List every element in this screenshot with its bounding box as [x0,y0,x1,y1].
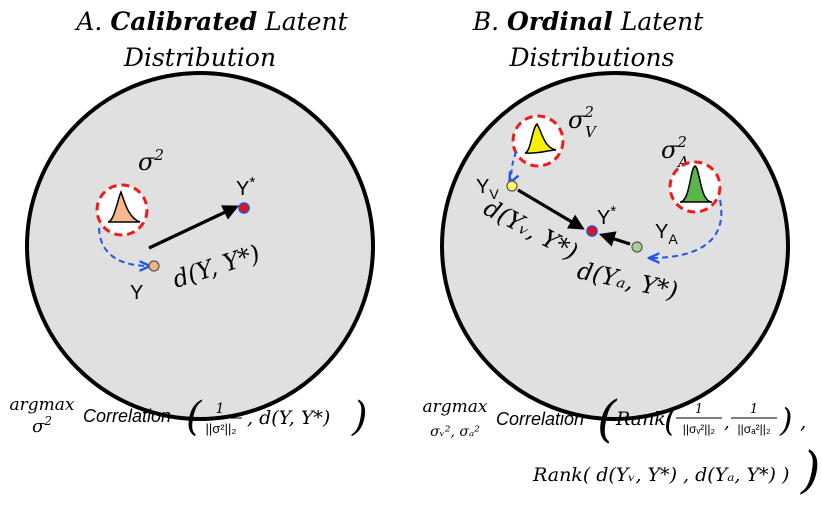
frac-num-a: 1 [216,401,225,417]
argmax-subscript-a: σ2 [32,414,52,437]
point-ystar-a-label: Y* [236,174,255,200]
correlation-label-b: Correlation [496,409,584,429]
distance-arrow-a2 [598,231,631,247]
frac2-num-b: 1 [750,402,758,417]
argmax-label-a: argmax [10,395,75,415]
frac1-num-b: 1 [695,402,703,417]
argmax-label-b: argmax [423,397,488,417]
yellow-distribution-icon [524,122,557,154]
panel-a-title-line2: Distribution [123,43,276,72]
orange-distribution-icon [107,190,141,223]
panel-b-title-line1: B. Ordinal Latent [472,7,704,36]
distance-arrow-v [517,188,585,230]
point-yv-label: YV [476,176,499,202]
frac-den-a: ||σ²||₂ [206,421,237,436]
distance-arrow-a [148,205,239,250]
paren-open-a: ( [186,394,203,440]
formula-arg2-a: , d(Y, Y*) [247,407,330,429]
paren-close-a: ) [351,394,368,440]
formula-b: argmax σᵥ², σₐ² Correlation ( Rank ( 1 |… [423,390,821,499]
panel-a-title-line1: A. Calibrated Latent [74,7,348,36]
paren-open-b: ( [597,390,618,448]
correlation-label-a: Correlation [83,406,171,426]
point-ya-label: YA [655,221,678,247]
rank-paren-close: ) [779,401,792,439]
projection-arrow-a2 [650,199,723,258]
rank-paren-open: ( [664,401,678,439]
sigma-v-label: σ2 V [568,103,598,141]
sigma-squared-label: σ2 [138,146,164,176]
formula-a: argmax σ2 Correlation ( 1 ||σ²||₂ , d(Y,… [10,394,368,440]
point-ystar-a [238,202,250,214]
green-distribution-icon [679,165,713,203]
argmax-subscript-b: σᵥ², σₐ² [430,424,480,440]
point-yv [506,180,518,192]
panel-a: A. Calibrated Latent Distribution σ2 Y Y… [25,7,375,421]
projection-arrow-a [98,227,149,266]
point-y-label: Y [130,282,143,304]
formula-line2-b: Rank( d(Yᵥ, Y*) , d(Yₐ, Y*) ) [532,464,789,486]
point-ystar-b [586,225,598,237]
panel-b: B. Ordinal Latent Distributions σ2 V YV Y… [440,7,790,421]
point-y [148,260,160,272]
formula-comma-b: , [800,409,806,433]
point-ya [631,241,643,253]
latent-space-circle-a [25,71,375,421]
frac1-den-b: ||σᵥ²||₂ [683,422,716,436]
latent-space-circle-b [440,71,790,421]
rank-label-1: Rank [615,408,666,430]
point-ystar-b-label: Y* [597,203,616,229]
frac2-den-b: ||σₐ²||₂ [738,422,771,436]
paren-close-b: ) [800,441,821,499]
frac-comma-b: , [724,412,730,433]
panel-b-title-line2: Distributions [509,43,675,72]
